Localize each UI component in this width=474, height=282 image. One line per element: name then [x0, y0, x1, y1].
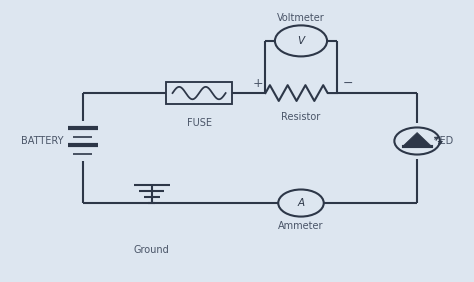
- Circle shape: [275, 25, 327, 56]
- Text: FUSE: FUSE: [187, 118, 211, 128]
- Text: Ammeter: Ammeter: [278, 221, 324, 231]
- Text: BATTERY: BATTERY: [21, 136, 64, 146]
- FancyBboxPatch shape: [166, 82, 232, 104]
- Text: Voltmeter: Voltmeter: [277, 13, 325, 23]
- Text: +: +: [253, 77, 264, 90]
- Text: Ground: Ground: [134, 244, 170, 255]
- Text: LED: LED: [434, 136, 453, 146]
- Circle shape: [278, 190, 324, 217]
- Text: A: A: [297, 198, 305, 208]
- Text: Resistor: Resistor: [282, 112, 320, 122]
- Polygon shape: [403, 133, 431, 146]
- Text: −: −: [343, 77, 354, 90]
- Circle shape: [394, 127, 440, 155]
- Text: V: V: [297, 36, 305, 46]
